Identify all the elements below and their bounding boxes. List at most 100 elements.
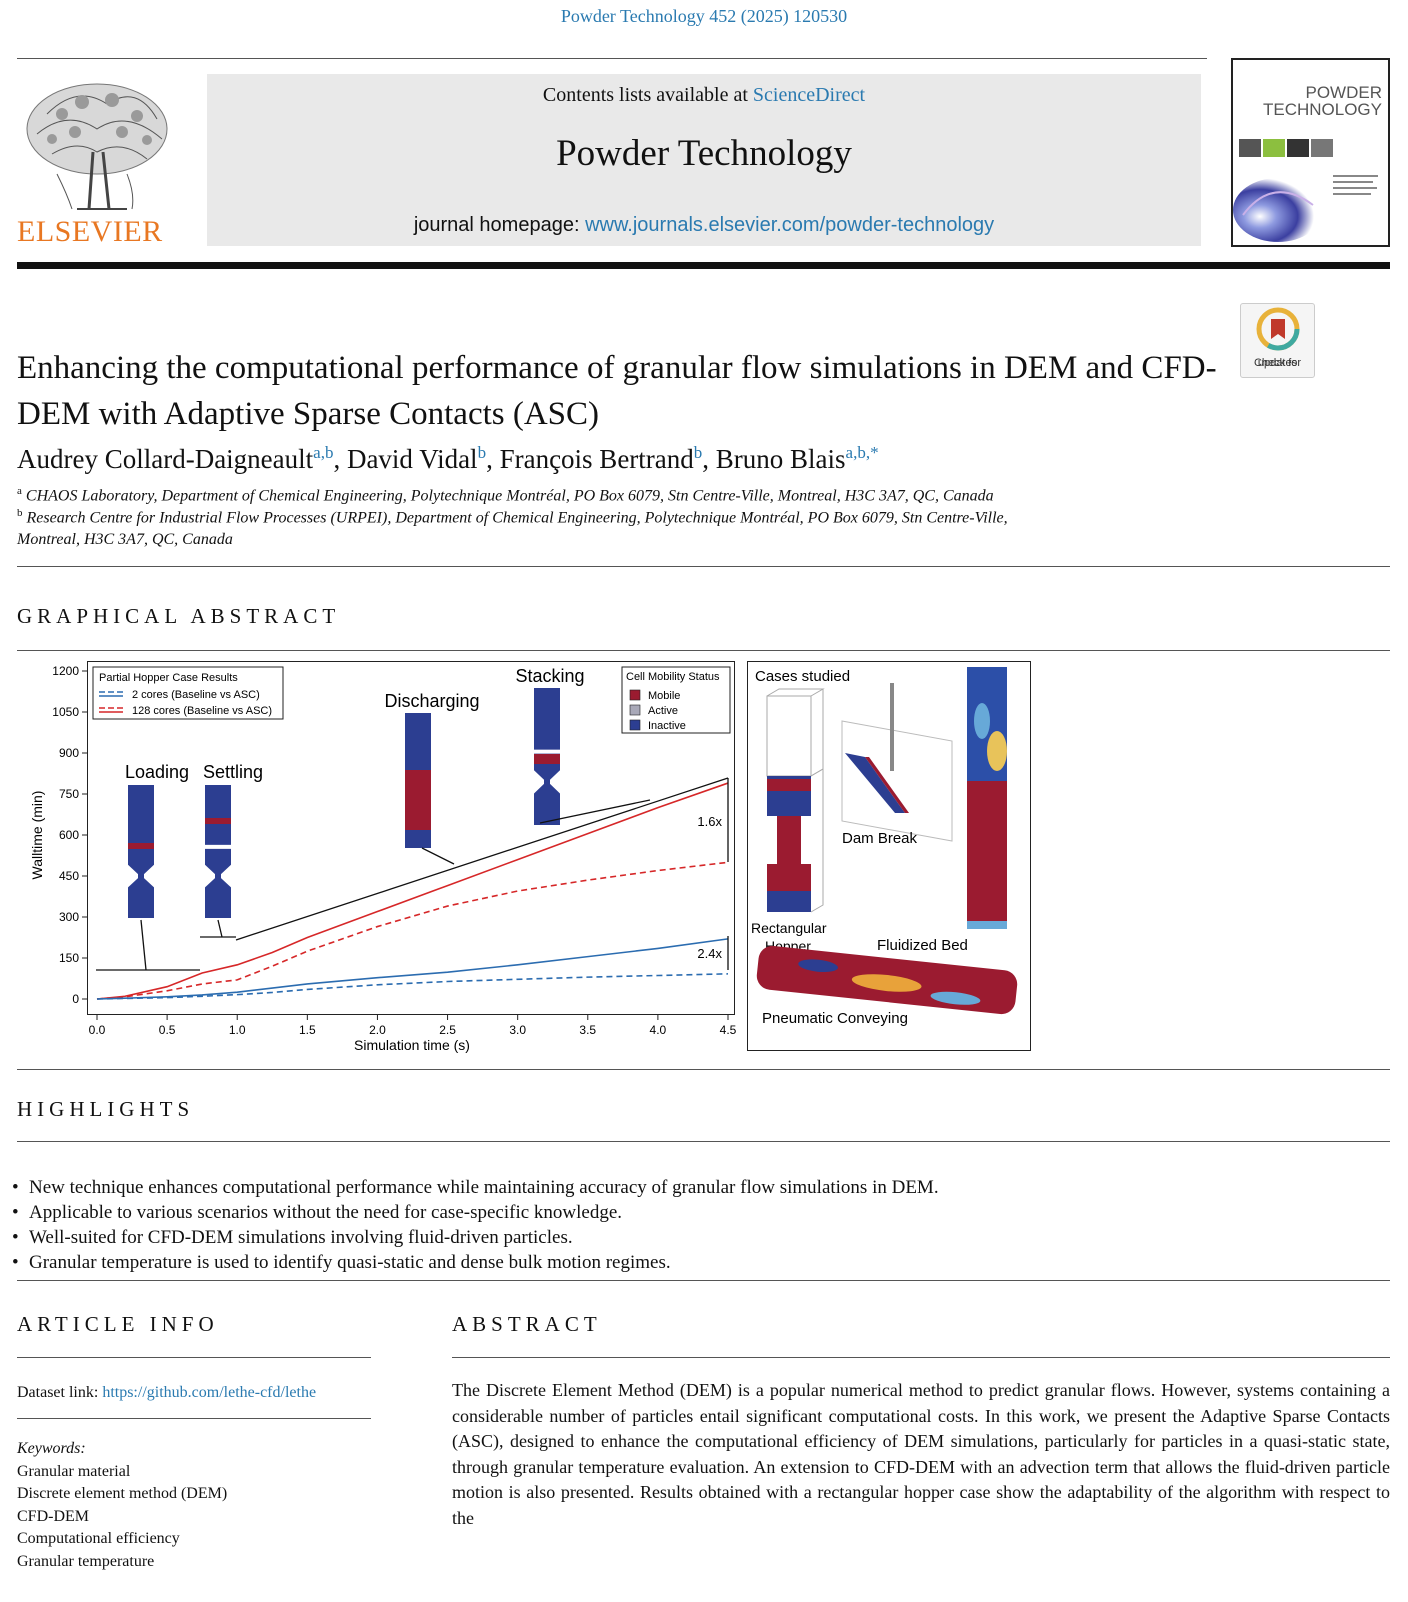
journal-cover-thumbnail[interactable]: POWDER TECHNOLOGY [1231, 58, 1390, 247]
y-tick-label: 900 [59, 746, 79, 760]
speedup-label: 1.6x [697, 814, 722, 829]
cases-studied-figure: Cases studied Rectangular Hopper Dam Bre… [751, 667, 1018, 1027]
annotation-arrow [235, 777, 729, 941]
x-tick-label: 3.5 [579, 1023, 596, 1037]
divider [17, 650, 1390, 651]
author-affiliation-mark[interactable]: b [477, 443, 487, 462]
keyword: Granular temperature [17, 1552, 155, 1570]
stage-hopper-inset [128, 848, 154, 918]
stage-label: Stacking [515, 666, 584, 686]
homepage-link[interactable]: www.journals.elsevier.com/powder-technol… [585, 214, 995, 236]
highlight-item: New technique enhances computational per… [12, 1175, 939, 1200]
stage-hopper-inset [205, 785, 231, 845]
cover-art-image [1233, 139, 1378, 242]
author-affiliation-mark[interactable]: a,b [313, 443, 334, 462]
article-info-heading: ARTICLE INFO [17, 1312, 219, 1336]
y-axis-label: Walltime (min) [29, 791, 45, 880]
y-tick-label: 1050 [52, 705, 79, 719]
cover-title: POWDER TECHNOLOGY [1263, 84, 1382, 118]
check-for-updates-button[interactable]: Check for updates [1240, 303, 1315, 378]
series-line [96, 973, 729, 1000]
highlight-item: Well-suited for CFD-DEM simulations invo… [12, 1225, 939, 1250]
stage-hopper-inset [405, 713, 431, 774]
annotation-arrow [217, 919, 223, 938]
check-updates-label: Check for updates [1253, 357, 1302, 369]
header-bottom-rule [17, 262, 1390, 269]
series-line [96, 938, 729, 1000]
keywords-label: Keywords: [17, 1440, 86, 1457]
y-tick-label: 750 [59, 787, 79, 801]
stage-mobile-region [405, 770, 431, 830]
y-tick-label: 600 [59, 828, 79, 842]
dataset-link[interactable]: https://github.com/lethe-cfd/lethe [102, 1384, 317, 1401]
x-axis-label: Simulation time (s) [354, 1037, 470, 1053]
stage-label: Discharging [384, 691, 479, 711]
chart-legend-box [92, 666, 284, 720]
y-tick-label: 450 [59, 869, 79, 883]
y-tick-label: 0 [72, 992, 79, 1006]
graphical-abstract-heading: GRAPHICAL ABSTRACT [17, 604, 341, 628]
series-line [96, 861, 729, 1000]
speedup-label: 2.4x [697, 946, 722, 961]
x-tick-label: 4.0 [650, 1023, 667, 1037]
divider [17, 1418, 371, 1419]
divider [17, 1357, 371, 1358]
y-tick-label: 150 [59, 951, 79, 965]
stage-hopper-inset [205, 848, 231, 918]
author-name[interactable]: Bruno Blais [715, 444, 846, 474]
x-tick-label: 0.5 [159, 1023, 176, 1037]
stage-mobile-region [534, 754, 560, 764]
highlights-list: New technique enhances computational per… [12, 1175, 939, 1275]
journal-name: Powder Technology [556, 133, 852, 174]
hopper-illustration [766, 688, 825, 913]
journal-header-box: Contents lists available at ScienceDirec… [207, 74, 1201, 246]
hopper-label-1: Rectangular [751, 920, 827, 936]
stage-label: Loading [125, 762, 189, 782]
keyword: CFD-DEM [17, 1507, 90, 1525]
dam-break-illustration [841, 683, 953, 842]
author-name[interactable]: François Bertrand [499, 444, 694, 474]
divider [17, 1280, 1390, 1281]
series-line [96, 782, 729, 1000]
keyword: Granular material [17, 1462, 131, 1480]
annotation-arrow [140, 919, 147, 971]
author-list: Audrey Collard-Daigneaulta,b, David Vida… [17, 443, 879, 474]
sciencedirect-link[interactable]: ScienceDirect [752, 84, 866, 106]
contents-line: Contents lists available at ScienceDirec… [207, 84, 1201, 107]
chart-legend-title: Partial Hopper Case Results [99, 672, 238, 684]
header-top-rule [17, 58, 1207, 59]
x-tick-label: 1.0 [229, 1023, 246, 1037]
highlight-item: Granular temperature is used to identify… [12, 1250, 939, 1275]
walltime-chart: 0.0 0.5 1.0 1.5 2.0 2.5 3.0 3.5 4.0 4.5 0 150 300 450… [29, 664, 737, 1053]
journal-reference[interactable]: Powder Technology 452 (2025) 120530 [560, 6, 848, 26]
stage-label: Settling [203, 762, 263, 782]
annotation-arrow [539, 799, 651, 824]
chart-frame [87, 661, 735, 1015]
dataset-label: Dataset link: [17, 1384, 103, 1401]
divider [452, 1357, 1390, 1358]
status-swatch [629, 704, 641, 716]
status-legend-entry: Inactive [648, 720, 686, 732]
bookmark-badge-icon [1256, 307, 1299, 351]
elsevier-tree-logo [26, 83, 168, 210]
cases-studied-panel [747, 661, 1031, 1051]
y-tick-label: 1200 [52, 664, 79, 678]
author-affiliation-mark[interactable]: a,b,* [845, 443, 879, 462]
legend-entry: 128 cores (Baseline vs ASC) [132, 705, 272, 717]
divider [17, 1069, 1390, 1070]
x-tick-label: 1.5 [299, 1023, 316, 1037]
author-affiliation-mark[interactable]: b [693, 443, 703, 462]
stage-hopper-inset [128, 785, 154, 845]
keyword: Discrete element method (DEM) [17, 1485, 228, 1502]
divider [17, 1141, 1390, 1142]
homepage-line: journal homepage: www.journals.elsevier.… [207, 214, 1201, 237]
stage-mobile-region [205, 818, 231, 824]
keywords-block: Keywords: Granular material Discrete ele… [17, 1438, 227, 1573]
x-tick-label: 2.0 [369, 1023, 386, 1037]
annotation-arrow [421, 847, 455, 865]
author-name[interactable]: Audrey Collard-Daigneault [17, 444, 314, 474]
homepage-prefix: journal homepage: [413, 214, 586, 236]
elsevier-wordmark: ELSEVIER [17, 215, 163, 248]
author-name[interactable]: David Vidal [346, 444, 478, 474]
contents-prefix: Contents lists available at [542, 84, 753, 106]
